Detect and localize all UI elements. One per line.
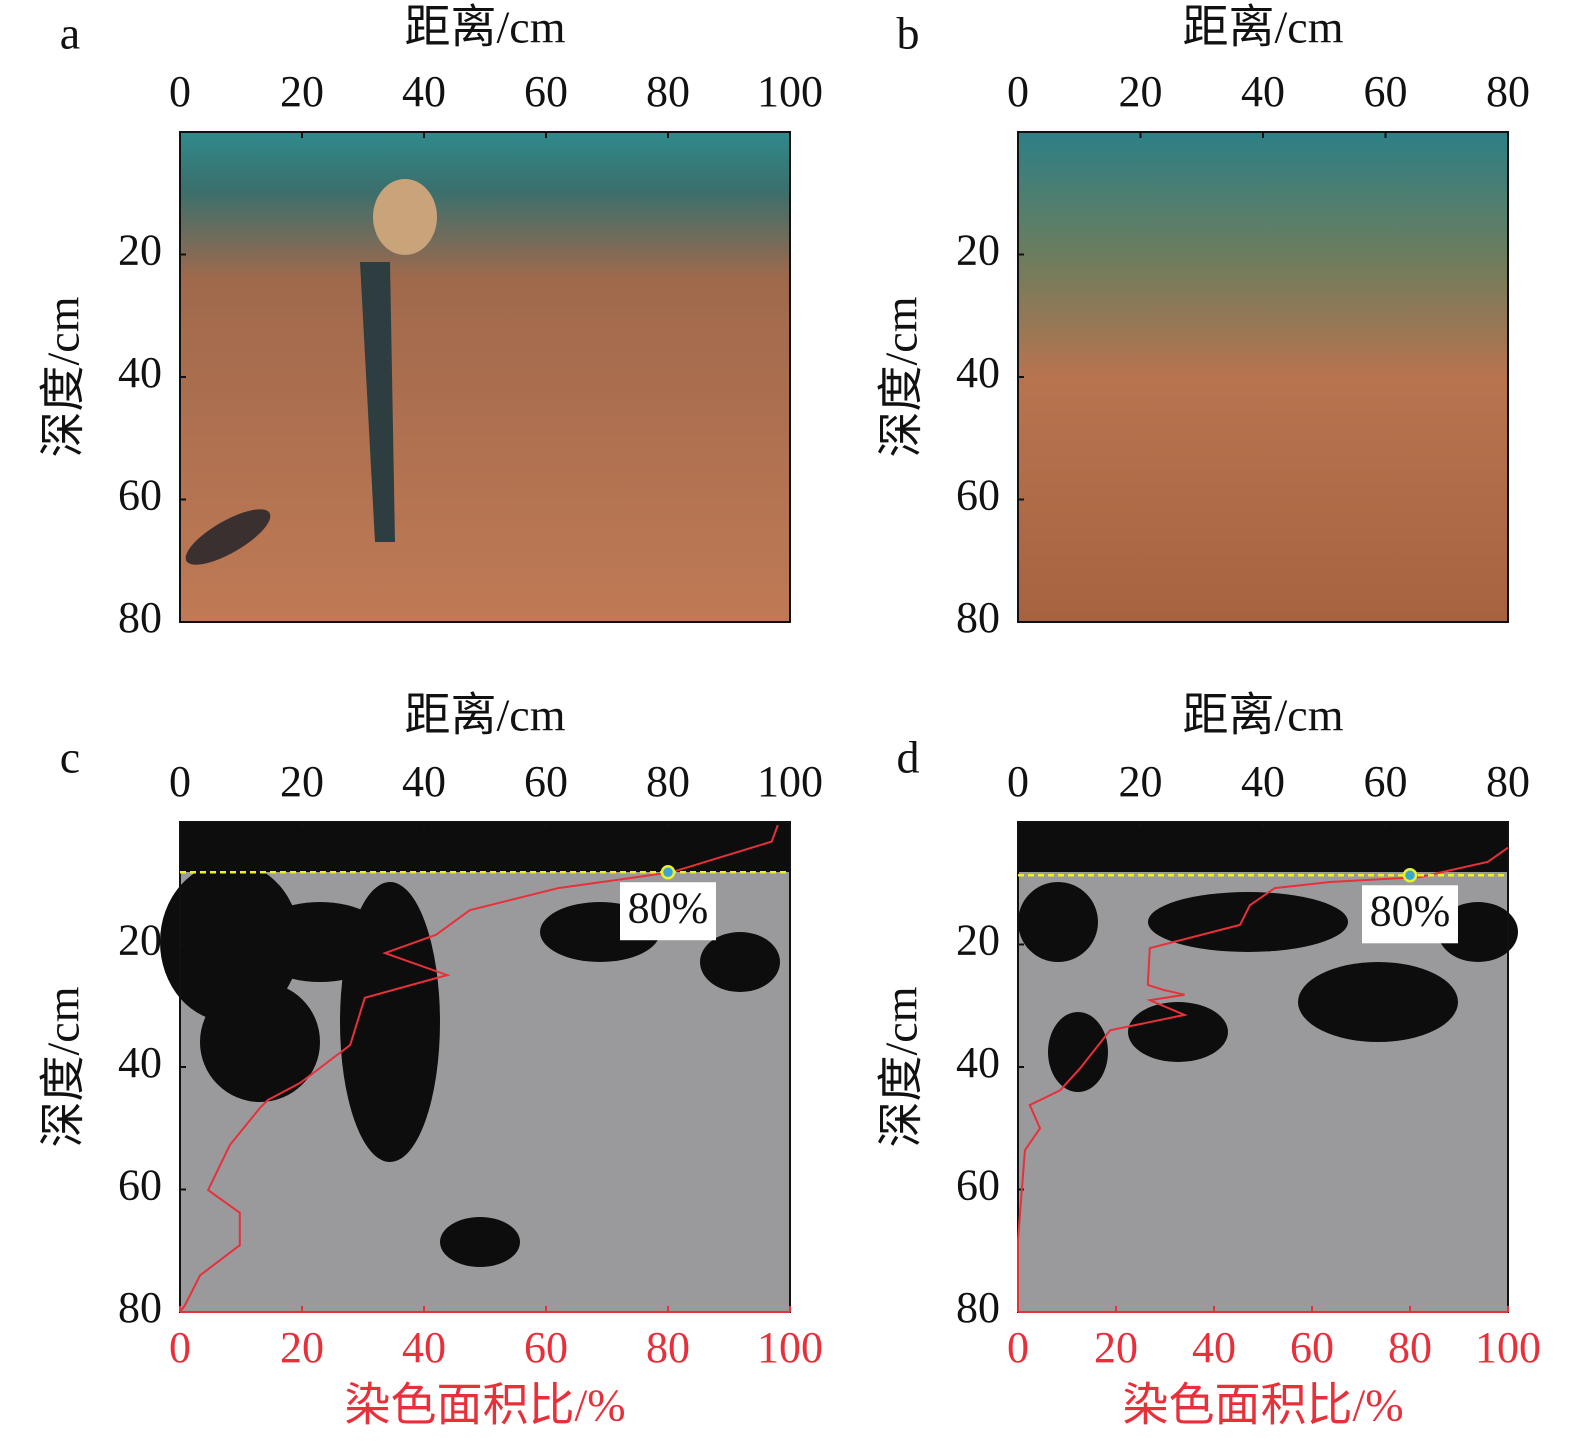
dyed-patch (1128, 1002, 1228, 1062)
root (360, 262, 395, 542)
y-tick-label: 20 (956, 226, 1000, 275)
x-tick-label: 0 (169, 67, 191, 116)
x-tick-label: 20 (1119, 757, 1163, 806)
x2-tick-label: 20 (1094, 1323, 1138, 1372)
x-tick-label: 100 (757, 67, 823, 116)
annotation: 80% (628, 883, 709, 932)
y-tick-label: 20 (118, 226, 162, 275)
coverage-line (1017, 846, 1509, 1312)
x-tick-label: 60 (1364, 757, 1408, 806)
y-tick-label: 60 (956, 471, 1000, 520)
panel-label: c (60, 732, 80, 783)
x-tick-label: 40 (402, 757, 446, 806)
y-tick-label: 20 (956, 916, 1000, 965)
x-tick-label: 0 (1007, 757, 1029, 806)
x-tick-label: 0 (1007, 67, 1029, 116)
x2-tick-label: 40 (402, 1323, 446, 1372)
dyed-top (1018, 822, 1508, 872)
x-tick-label: 80 (1486, 757, 1530, 806)
y-tick-label: 60 (118, 471, 162, 520)
y-axis-label: 深度/cm (876, 986, 927, 1147)
x2-tick-label: 60 (1290, 1323, 1334, 1372)
dyed-patch (1148, 892, 1348, 952)
x-tick-label: 0 (169, 757, 191, 806)
x-axis-label: 距离/cm (405, 690, 566, 741)
x2-tick-label: 0 (169, 1323, 191, 1372)
y-tick-label: 40 (956, 348, 1000, 397)
y-tick-label: 40 (118, 1038, 162, 1087)
x-tick-label: 100 (757, 757, 823, 806)
annotation-box (1362, 885, 1458, 944)
x2-tick-label: 0 (1007, 1323, 1029, 1372)
panel-label: d (897, 732, 920, 783)
stump (373, 179, 437, 255)
x2-tick-label: 100 (1475, 1323, 1541, 1372)
x2-axis-label: 染色面积比/% (1122, 1380, 1403, 1431)
x2-tick-label: 40 (1192, 1323, 1236, 1372)
annotation-box (620, 882, 716, 941)
x-tick-label: 60 (1364, 67, 1408, 116)
dyed-patch (160, 862, 300, 1022)
x-axis-label: 距离/cm (405, 2, 566, 53)
coverage-line (179, 824, 779, 1313)
y-axis-label: 深度/cm (38, 296, 89, 457)
dyed-patch (1298, 962, 1458, 1042)
x-axis-label: 距离/cm (1183, 2, 1344, 53)
threshold-marker (660, 864, 676, 880)
annotation: 80% (1370, 886, 1451, 935)
x-tick-label: 20 (280, 67, 324, 116)
dyed-patch (1048, 1012, 1108, 1092)
y-axis-label: 深度/cm (38, 986, 89, 1147)
x-tick-label: 80 (646, 67, 690, 116)
dyed-patch (200, 982, 320, 1102)
root-piece (185, 509, 271, 565)
y-tick-label: 80 (118, 1283, 162, 1332)
y-tick-label: 80 (118, 593, 162, 642)
y-tick-label: 80 (956, 593, 1000, 642)
dyed-top (180, 822, 790, 872)
x-tick-label: 60 (524, 67, 568, 116)
x2-axis-label: 染色面积比/% (344, 1380, 625, 1431)
y-tick-label: 40 (956, 1038, 1000, 1087)
x-tick-label: 40 (1241, 67, 1285, 116)
dyed-patch (250, 902, 390, 982)
x2-tick-label: 100 (757, 1323, 823, 1372)
x-tick-label: 40 (402, 67, 446, 116)
dyed-patch (700, 932, 780, 992)
y-tick-label: 80 (956, 1283, 1000, 1332)
y-axis-label: 深度/cm (876, 296, 927, 457)
x2-tick-label: 80 (1388, 1323, 1432, 1372)
x-tick-label: 60 (524, 757, 568, 806)
dyed-patch (440, 1217, 520, 1267)
photo (180, 132, 790, 622)
x-tick-label: 20 (1119, 67, 1163, 116)
panel-label: a (60, 8, 80, 59)
y-tick-label: 40 (118, 348, 162, 397)
photo (1018, 132, 1508, 622)
y-tick-label: 20 (118, 916, 162, 965)
x-axis-label: 距离/cm (1183, 690, 1344, 741)
threshold-marker (1402, 868, 1418, 883)
x2-tick-label: 20 (280, 1323, 324, 1372)
panel-label: b (897, 8, 920, 59)
x-tick-label: 20 (280, 757, 324, 806)
y-tick-label: 60 (118, 1161, 162, 1210)
x-tick-label: 40 (1241, 757, 1285, 806)
y-tick-label: 60 (956, 1161, 1000, 1210)
x2-tick-label: 80 (646, 1323, 690, 1372)
x-tick-label: 80 (646, 757, 690, 806)
x2-tick-label: 60 (524, 1323, 568, 1372)
dyed-patch (1018, 882, 1098, 962)
x-tick-label: 80 (1486, 67, 1530, 116)
